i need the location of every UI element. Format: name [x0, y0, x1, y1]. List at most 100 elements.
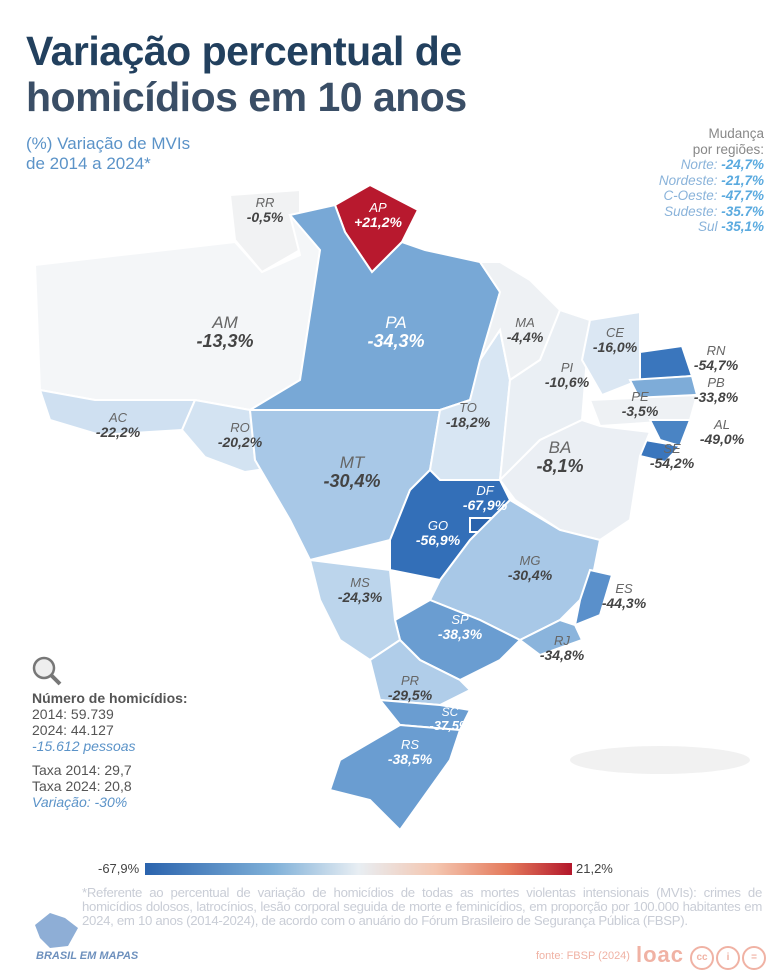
state-value-label: -10,6% [545, 374, 590, 390]
cc-icon: cc [690, 946, 714, 970]
state-code-label: MA [515, 315, 535, 330]
attribution-icon: i [716, 946, 740, 970]
state-code-label: MG [520, 553, 541, 568]
region-rows: Norte: -24,7% Nordeste: -21,7% C-Oeste: -4… [659, 157, 764, 235]
regions-heading: Mudança [708, 126, 764, 141]
footnote: *Referente ao percentual de variação de … [82, 885, 762, 928]
state-value-label: +21,2% [354, 214, 402, 230]
state-code-label: AP [368, 200, 387, 215]
state-code-label: AL [713, 417, 730, 432]
state-code-label: MT [340, 453, 366, 472]
homicide-stats: Número de homicídios: 2014: 59.739 2024:… [32, 656, 188, 810]
stats-diff: -15.612 pessoas [32, 738, 136, 754]
state-code-label: PI [561, 360, 574, 375]
state-labels: RR-0,5% AP+21,2% AM-13,3% PA-34,3% AC-22,2% R… [96, 195, 745, 767]
region-name: Sul [697, 219, 718, 234]
state-code-label: RR [256, 195, 275, 210]
state-value-label: -34,8% [540, 647, 585, 663]
region-value: -35.7% [721, 203, 764, 219]
region-name: Nordeste: [658, 172, 718, 188]
stats-2024: 2024: 44.127 [32, 722, 114, 738]
rate-2024: Taxa 2024: 20,8 [32, 778, 132, 794]
state-value-label: -38,5% [388, 751, 433, 767]
state-code-label: PA [385, 313, 406, 332]
state-rn [639, 344, 694, 382]
subtitle-line-2: de 2014 a 2024* [26, 154, 151, 173]
scale-max: 21,2% [576, 861, 613, 876]
state-value-label: -3,5% [622, 403, 659, 419]
brasil-em-mapas-logo [35, 913, 78, 948]
fingerprint-magnifier-icon [32, 656, 62, 686]
state-code-label: GO [428, 518, 448, 533]
state-value-label: -37,5% [429, 718, 471, 733]
scale-min: -67,9% [98, 861, 140, 876]
state-value-label: -30,4% [508, 567, 553, 583]
brazil-map: RR-0,5% AP+21,2% AM-13,3% PA-34,3% AC-22,2% R… [33, 183, 750, 832]
state-value-label: -29,5% [388, 687, 433, 703]
state-rj [518, 618, 584, 657]
state-value-label: -38,3% [438, 626, 483, 642]
region-value: -24,7% [721, 157, 764, 172]
brand-name: BRASIL EM MAPAS [36, 950, 139, 962]
state-value-label: -44,3% [602, 595, 647, 611]
state-value-label: -54,2% [650, 455, 695, 471]
state-code-label: RO [230, 420, 250, 435]
rate-variation: Variação: -30% [32, 794, 128, 810]
state-code-label: AM [211, 313, 238, 332]
state-value-label: -34,3% [367, 331, 424, 351]
page-title: Variação percentual de homicídios em 10 … [26, 28, 467, 120]
regions-legend: Mudança por regiões: Norte: -24,7% Nordes… [659, 126, 764, 235]
state-value-label: -0,5% [247, 209, 284, 225]
state-value-label: -49,0% [700, 431, 745, 447]
state-value-label: -30,4% [323, 471, 380, 491]
loac-logo: loac [636, 942, 685, 967]
state-value-label: -67,9% [463, 497, 508, 513]
region-row: Sul -35,1% [659, 219, 764, 235]
state-value-label: -56,9% [416, 532, 461, 548]
stats-2014: 2014: 59.739 [32, 706, 114, 722]
state-value-label: -13,3% [196, 331, 253, 351]
region-name: Sudeste: [664, 203, 718, 219]
state-sc [377, 698, 472, 732]
state-value-label: -24,3% [338, 589, 383, 605]
state-value-label: -4,4% [507, 329, 544, 345]
state-shapes [33, 183, 699, 832]
state-code-label: CE [606, 325, 624, 340]
state-value-label: -33,8% [694, 389, 739, 405]
state-value-label: -16,0% [593, 339, 638, 355]
source: fonte: FBSP (2024) [536, 950, 630, 962]
rate-2014: Taxa 2014: 29,7 [32, 762, 132, 778]
state-code-label: ES [615, 581, 633, 596]
color-scale: -67,9% 21,2% [0, 860, 780, 880]
state-code-label: PE [631, 389, 649, 404]
state-code-label: DF [476, 483, 494, 498]
region-name: Norte: [680, 157, 718, 172]
title-line-2: homicídios em 10 anos [26, 74, 467, 120]
state-es [573, 568, 614, 627]
state-code-label: RN [707, 343, 726, 358]
state-value-label: -54,7% [694, 357, 739, 373]
state-code-label: AC [108, 410, 128, 425]
state-rs [328, 723, 462, 832]
region-value: -21,7% [721, 172, 764, 188]
region-row: Nordeste: -21,7% [659, 173, 764, 189]
state-code-label: BA [549, 438, 572, 457]
state-code-label: SP [451, 612, 469, 627]
no-derivatives-icon: = [742, 946, 766, 970]
state-code-label: TO [459, 400, 477, 415]
state-code-label: SE [663, 441, 681, 456]
state-code-label: MS [350, 575, 370, 590]
region-row: Sudeste: -35.7% [659, 204, 764, 220]
region-value: -47,7% [721, 188, 764, 203]
region-row: C-Oeste: -47,7% [659, 188, 764, 204]
state-value-label: -8,1% [536, 456, 583, 476]
state-code-label: PR [401, 673, 419, 688]
state-code-label: PB [707, 375, 725, 390]
region-row: Norte: -24,7% [659, 157, 764, 173]
subtitle: (%) Variação de MVIs de 2014 a 2024* [26, 134, 190, 174]
region-value: -35,1% [721, 219, 764, 234]
state-value-label: -20,2% [218, 434, 263, 450]
state-value-label: -22,2% [96, 424, 141, 440]
region-name: C-Oeste: [663, 188, 718, 203]
